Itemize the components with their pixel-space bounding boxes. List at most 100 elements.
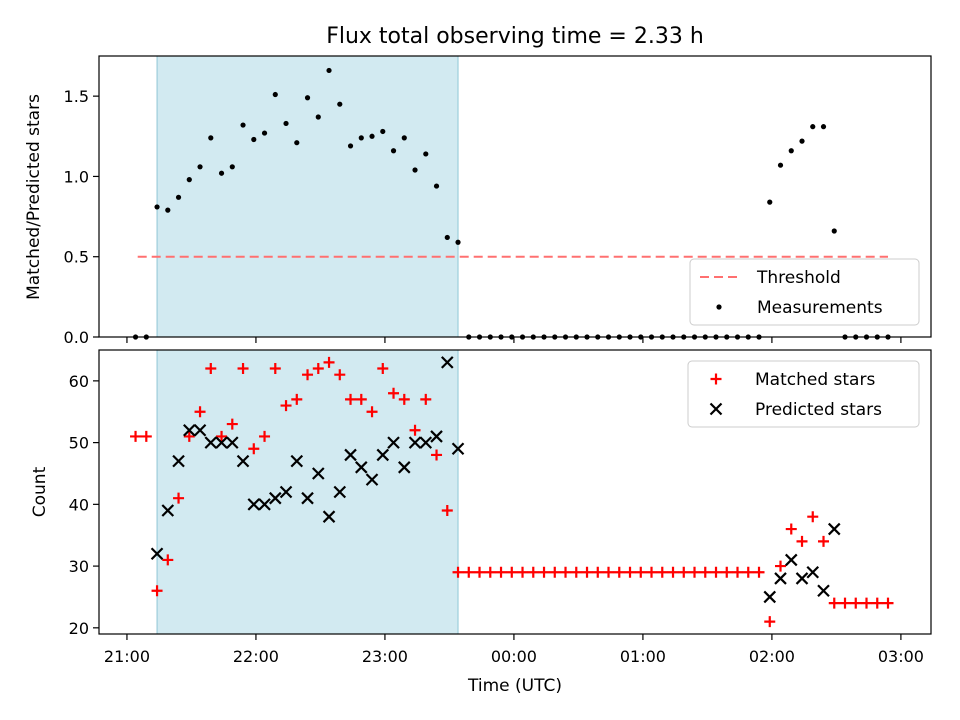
predicted-star-point	[763, 590, 777, 604]
top-shaded-interval	[156, 55, 459, 338]
measurement-point	[251, 136, 257, 143]
predicted-star-point	[774, 572, 787, 585]
legend-predicted-swatch	[709, 402, 723, 416]
measurement-point	[444, 234, 450, 241]
matched-star-point	[216, 430, 228, 442]
predicted-star-point	[376, 448, 390, 462]
matched-star-point	[635, 566, 647, 578]
x-axis-label: Time (UTC)	[467, 676, 562, 696]
matched-star-point	[796, 535, 808, 547]
matched-star-point	[871, 597, 883, 609]
matched-star-point	[753, 566, 765, 578]
measurement-point	[810, 124, 816, 130]
measurement-point	[337, 101, 343, 107]
matched-star-point	[828, 597, 840, 609]
matched-star-point	[785, 523, 797, 535]
matched-star-point	[742, 566, 754, 578]
predicted-star-point	[183, 423, 196, 437]
matched-star-point	[581, 566, 593, 578]
matched-star-point	[183, 430, 195, 442]
matched-star-point	[323, 356, 335, 368]
bottom-axis-ticks: 21:00 22:00 23:00 00:00 01:00 02:00 03:00 20 30 4…	[69, 372, 924, 666]
predicted-star-point	[269, 491, 282, 505]
measurement-point	[777, 162, 784, 168]
legend-frame	[687, 360, 920, 428]
predicted-star-point	[204, 436, 218, 449]
bottom-shaded-interval	[156, 349, 459, 635]
measurement-point	[358, 135, 364, 141]
matched-star-point	[549, 566, 561, 578]
predicted-star-point	[301, 491, 314, 505]
predicted-star-point	[290, 454, 304, 468]
x-tick-label: 23:00	[362, 647, 408, 666]
matched-star-point	[517, 566, 529, 578]
matched-star-point	[334, 369, 346, 381]
predicted-star-point	[430, 430, 443, 443]
legend-measurement-label: Measurements	[757, 298, 883, 318]
matched-star-point	[398, 393, 410, 405]
bottom-y-tick-label: 40	[69, 495, 89, 514]
measurement-point	[186, 177, 192, 183]
predicted-star-point	[258, 498, 271, 511]
predicted-star-point	[408, 436, 422, 449]
matched-star-point	[463, 566, 475, 578]
matched-star-point	[484, 566, 496, 578]
matched-star-point	[280, 400, 292, 412]
measurement-point	[799, 138, 805, 144]
matched-star-point	[130, 430, 142, 442]
matched-star-point	[570, 566, 582, 578]
top-y-tick-label: 0.5	[64, 248, 89, 267]
top-axis-ticks: 0.0 0.5 1.0 1.5	[64, 87, 902, 347]
measurement-point	[272, 91, 278, 98]
measurement-point	[820, 124, 827, 130]
matched-star-point	[420, 393, 432, 405]
matched-star-point	[205, 363, 217, 375]
matched-star-point	[689, 566, 701, 578]
matched-star-point	[592, 566, 604, 578]
matched-star-point	[431, 449, 443, 461]
x-tick-label: 01:00	[620, 647, 666, 666]
measurement-point	[154, 204, 160, 210]
top-y-tick-label: 1.0	[64, 167, 89, 186]
top-panel: 0.0 0.5 1.0 1.5 Matched/Predicted stars Thr…	[24, 55, 932, 347]
bottom-y-tick-label: 60	[69, 372, 89, 391]
measurement-point	[831, 228, 837, 234]
top-plot-marks	[132, 67, 891, 340]
measurement-point	[229, 164, 235, 170]
measurement-point	[767, 199, 773, 205]
matched-star-point	[538, 566, 550, 578]
predicted-star-point	[226, 436, 239, 449]
predicted-star-point	[817, 584, 830, 598]
matched-star-point	[721, 566, 733, 578]
matched-star-point	[377, 363, 389, 375]
predicted-star-point	[193, 423, 207, 437]
matched-star-point	[366, 406, 378, 418]
matched-star-point	[656, 566, 668, 578]
legend-frame	[689, 258, 920, 326]
matched-star-point	[527, 566, 539, 578]
measurement-point	[315, 114, 321, 120]
matched-star-point	[151, 585, 163, 597]
matched-star-point	[345, 393, 357, 405]
matched-star-point	[560, 566, 572, 578]
predicted-star-point	[150, 547, 164, 561]
predicted-star-point	[419, 436, 433, 449]
predicted-star-point	[215, 436, 228, 449]
matched-star-point	[441, 505, 453, 517]
top-y-axis-label: Matched/Predicted stars	[24, 94, 44, 300]
legend-predicted-label: Predicted stars	[755, 400, 882, 420]
measurement-point	[197, 164, 203, 170]
measurement-point	[326, 67, 332, 74]
measurement-point	[433, 183, 440, 189]
bottom-y-tick-label: 30	[69, 557, 89, 576]
predicted-star-point	[387, 436, 400, 449]
measurement-point	[455, 239, 461, 245]
matched-star-point	[194, 406, 206, 418]
matched-star-point	[237, 363, 249, 375]
measurement-point	[401, 135, 407, 141]
matched-star-point	[613, 566, 625, 578]
matched-star-point	[624, 566, 636, 578]
measurement-point	[412, 167, 418, 173]
top-plot-frame	[98, 55, 932, 338]
